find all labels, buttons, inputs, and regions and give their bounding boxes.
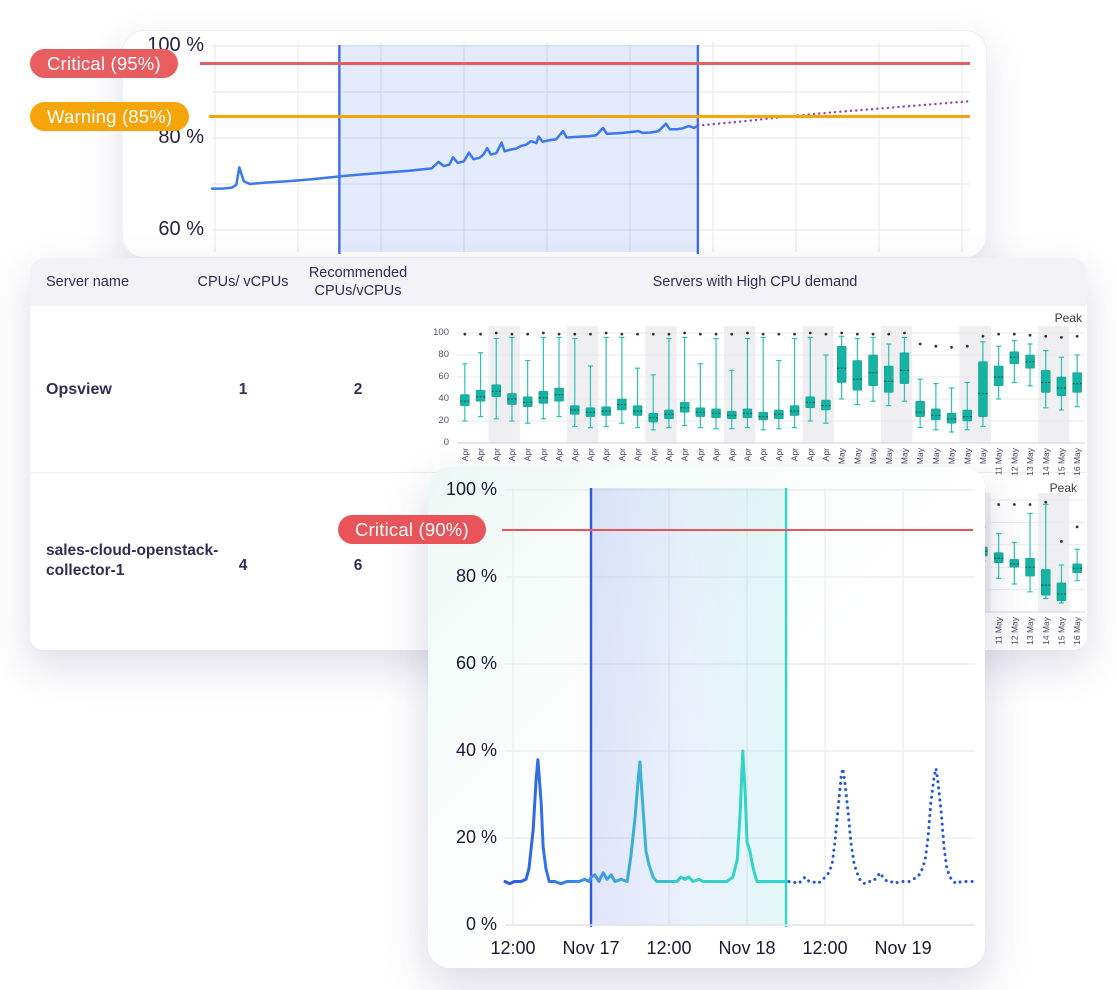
svg-text:May: May [868,447,878,464]
svg-text:Apr: Apr [570,448,580,461]
detail_critical-threshold-badge: Critical (90%) [338,515,486,544]
svg-text:15 May: 15 May [1056,616,1066,645]
box-opsview-ytick: 60 [438,371,449,382]
box-opsview-ytick: 40 [438,393,449,404]
table-row-server-name: sales-cloud-openstack-collector-1 [46,542,219,579]
svg-text:14 May: 14 May [1041,616,1051,645]
cpu-trend-ytick: 60 % [158,217,204,240]
col-header-cpus: CPUs/ vCPUs [197,274,289,290]
svg-text:May: May [899,447,909,464]
cpu-usage-forecast-line [696,100,972,127]
cpu-detail-xtick: Nov 17 [562,938,620,958]
svg-text:Apr: Apr [711,448,721,461]
svg-text:Apr: Apr [680,448,690,461]
svg-text:May: May [915,447,925,464]
col-header-server-name: Server name [46,274,130,290]
svg-text:Apr: Apr [585,448,595,461]
svg-text:May: May [978,447,988,464]
table-row-recommended: 2 [353,381,363,398]
svg-text:14 May: 14 May [1041,447,1051,476]
table-row-cpus: 1 [238,381,248,398]
cpu-detail-ytick: 40 % [455,739,497,760]
svg-text:11 May: 11 May [994,616,1004,644]
cpu-usage-forecast-line [787,766,977,886]
svg-text:15 May: 15 May [1056,447,1066,476]
cpu-detail-ytick: 100 % [445,478,497,499]
cpu-detail-xtick: Nov 19 [874,938,932,958]
svg-text:May: May [852,447,862,464]
table-header-band [30,258,1087,306]
box-opsview-ytick: 20 [438,415,449,426]
svg-text:Apr: Apr [633,448,643,461]
svg-text:12 May: 12 May [1009,447,1019,476]
svg-text:12 May: 12 May [1009,616,1019,645]
box-opsview-ytick: 0 [443,437,449,448]
box-opsview-chart: Apr Apr Apr Apr Apr Apr Apr Apr Apr Apr Apr Apr Apr A… [457,326,1085,476]
box-sales-peak-legend: Peak [1049,481,1077,495]
svg-text:Apr: Apr [617,448,627,461]
cpu-trend-card [122,30,987,258]
svg-text:Apr: Apr [601,448,611,461]
svg-text:May: May [947,447,957,464]
main_warning-threshold-badge: Warning (85%) [30,102,190,131]
svg-text:Apr: Apr [821,448,831,461]
svg-text:Apr: Apr [476,448,486,461]
svg-text:May: May [837,447,847,464]
cpu-detail-ytick: 20 % [455,826,497,847]
svg-text:Apr: Apr [790,448,800,461]
table-row-recommended: 6 [353,557,363,574]
svg-text:Apr: Apr [742,448,752,461]
svg-text:16 May: 16 May [1072,447,1082,476]
svg-text:May: May [884,447,894,464]
cpu-trend-chart [210,42,972,254]
svg-text:13 May: 13 May [1025,447,1035,476]
svg-text:Apr: Apr [460,448,470,461]
svg-text:Apr: Apr [648,448,658,461]
table-row-server-name: Opsview [46,381,112,398]
cpu-detail-xtick: 12:00 [802,938,848,958]
svg-text:May: May [931,447,941,464]
box-opsview-ytick: 100 [433,327,449,338]
svg-text:Apr: Apr [727,448,737,461]
cpu-detail-chart [503,488,977,927]
main_critical-threshold-badge: Critical (95%) [30,49,178,78]
svg-text:Apr: Apr [805,448,815,461]
svg-text:May: May [962,447,972,464]
detail_critical-threshold-line [502,528,973,532]
svg-text:Apr: Apr [507,448,517,461]
cpu-detail-ytick: 80 % [455,565,497,586]
col-header-recommended: Recommended CPUs/vCPUs [308,265,408,299]
cpu-detail-ytick: 0 % [465,913,497,934]
svg-text:Apr: Apr [491,448,501,461]
table-row-cpus: 4 [238,557,248,574]
box-opsview-peak-legend: Peak [1054,311,1082,325]
box-opsview-ytick: 80 [438,349,449,360]
cpu-detail-ytick: 60 % [455,652,497,673]
svg-text:16 May: 16 May [1072,616,1082,645]
svg-text:Apr: Apr [695,448,705,461]
svg-text:Apr: Apr [758,448,768,461]
cpu-detail-xtick: 12:00 [646,938,692,958]
col-header-demand: Servers with High CPU demand [652,274,858,290]
svg-text:Apr: Apr [554,448,564,461]
svg-text:13 May: 13 May [1025,616,1035,645]
main_critical-threshold-line [200,62,970,65]
cpu-trend-ytick: 80 % [158,125,204,148]
main_warning-threshold-line [209,114,970,118]
cpu-detail-xtick: Nov 18 [718,938,776,958]
cpu-usage-observed-line [210,122,700,190]
svg-text:Apr: Apr [538,448,548,461]
cpu-usage-observed-line [503,749,788,886]
svg-text:Apr: Apr [774,448,784,461]
svg-text:Apr: Apr [523,448,533,461]
cpu-detail-xtick: 12:00 [490,938,536,958]
svg-text:Apr: Apr [664,448,674,461]
svg-text:11 May: 11 May [994,447,1004,475]
